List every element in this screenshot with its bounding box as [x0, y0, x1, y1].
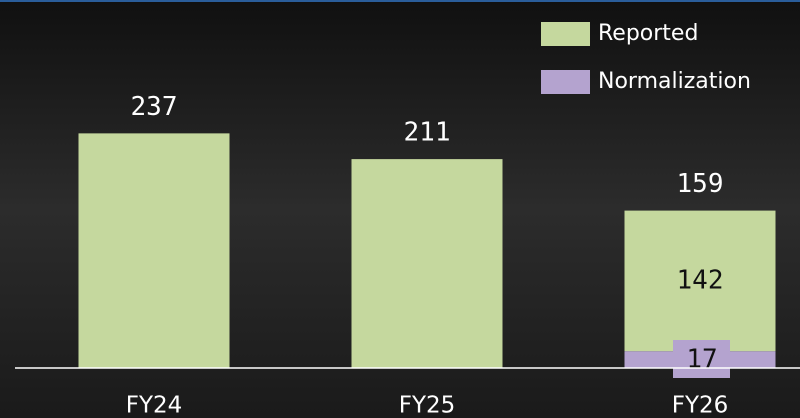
- segment-label: 142: [677, 265, 724, 295]
- top-strip: [0, 0, 800, 2]
- total-label: 211: [404, 118, 451, 148]
- x-tick-label: FY24: [126, 393, 183, 418]
- legend-label: Reported: [598, 21, 698, 46]
- bar-segment: [351, 159, 503, 368]
- total-label: 159: [677, 169, 724, 199]
- x-tick-label: FY26: [672, 393, 729, 418]
- legend-swatch: [541, 22, 590, 46]
- bar-segment: [624, 210, 776, 352]
- x-tick-label: FY25: [399, 393, 456, 418]
- total-label: 237: [131, 92, 178, 122]
- legend-label: Normalization: [598, 69, 751, 94]
- legend-swatch: [541, 70, 590, 94]
- segment-label: 17: [686, 345, 717, 375]
- bar-segment: [78, 133, 230, 368]
- label-box: [673, 340, 730, 378]
